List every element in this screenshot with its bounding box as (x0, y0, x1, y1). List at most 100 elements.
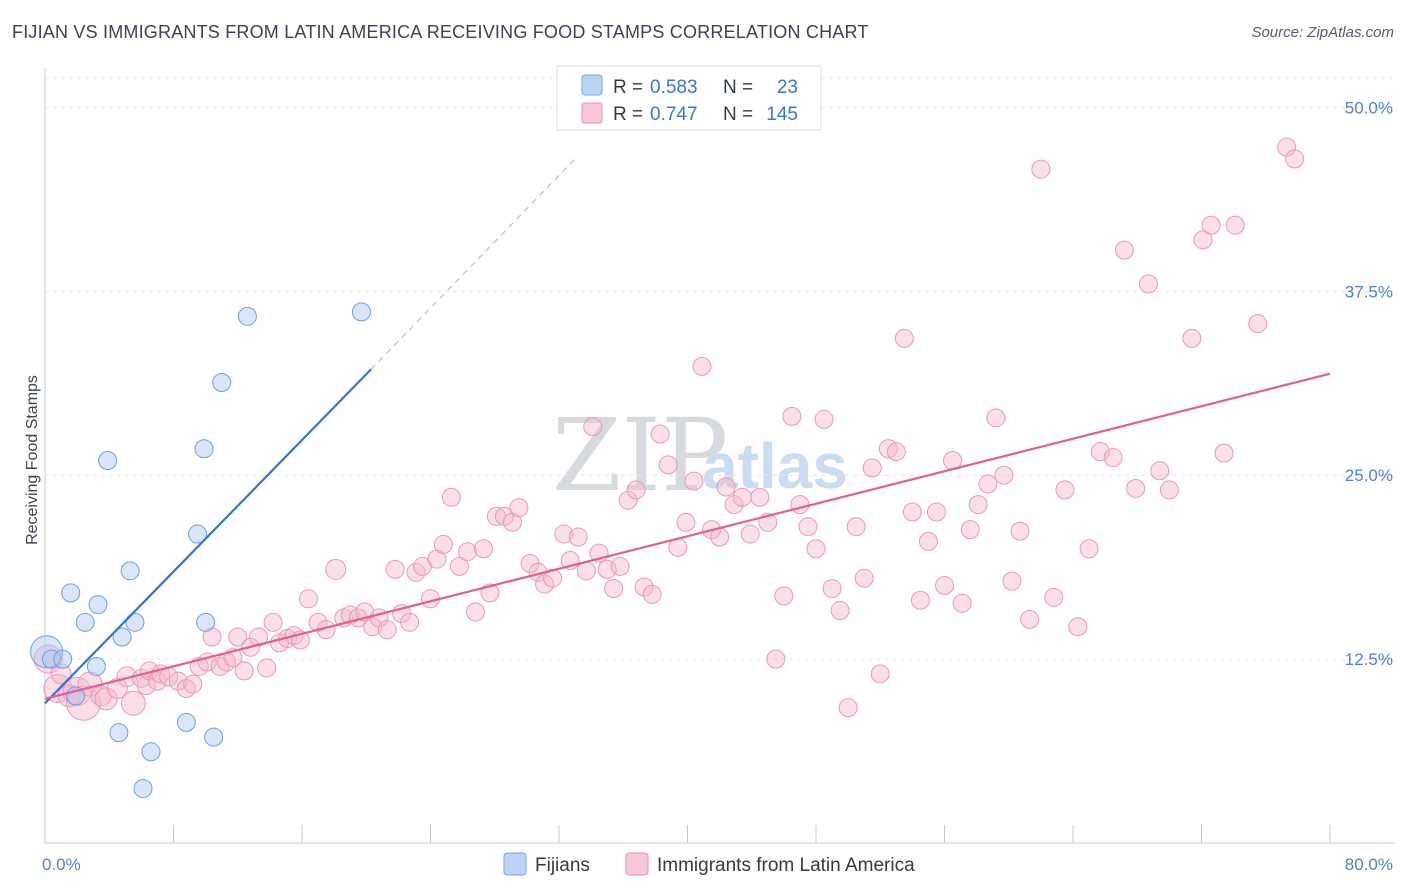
latin-point (136, 676, 156, 696)
latin-point (814, 409, 834, 429)
fijian-point (237, 306, 257, 326)
fijian-point (88, 595, 108, 615)
fijian-point (176, 712, 196, 732)
legend-n-label-latin: N = (723, 104, 753, 125)
fijian-point (53, 649, 73, 669)
bottom-legend-label-fijians: Fijians (535, 855, 590, 876)
latin-point (1068, 617, 1088, 637)
fijian-point (196, 612, 216, 632)
fijian-point (204, 727, 224, 747)
latin-point (658, 455, 678, 475)
fijian-point (194, 439, 214, 459)
latin-point (750, 487, 770, 507)
fijian-trend-line (44, 368, 372, 705)
latin-point (862, 458, 882, 478)
fijian-point (188, 524, 208, 544)
latin-point (457, 542, 477, 562)
latin-point (509, 498, 529, 518)
latin-point (1020, 609, 1040, 629)
latin-point (886, 442, 906, 462)
x-tick-label-min: 0.0% (42, 855, 81, 874)
latin-point (994, 465, 1014, 485)
latin-point (1182, 328, 1202, 348)
latin-point (597, 559, 617, 579)
watermark-zip: ZIP (552, 397, 728, 514)
y-tick-label: 25.0% (1345, 466, 1393, 485)
latin-point (902, 502, 922, 522)
latin-point (870, 664, 890, 684)
latin-point (968, 495, 988, 515)
latin-point (1248, 314, 1268, 334)
latin-point (724, 495, 744, 515)
latin-point (854, 568, 874, 588)
latin-point (978, 474, 998, 494)
latin-point (910, 590, 930, 610)
latin-point (1044, 587, 1064, 607)
y-tick-label: 12.5% (1345, 650, 1393, 669)
latin-point (433, 534, 453, 554)
latin-trend-line (44, 372, 1331, 700)
latin-point (650, 424, 670, 444)
latin-point (894, 328, 914, 348)
latin-point (626, 480, 646, 500)
latin-point (583, 417, 603, 437)
latin-point (798, 517, 818, 537)
legend-r-value-fijians: 0.583 (650, 77, 698, 98)
latin-point (740, 524, 760, 544)
latin-point (766, 649, 786, 669)
latin-point (830, 601, 850, 621)
x-tick-labels: 0.0% 80.0% (42, 855, 1393, 874)
latin-point (1103, 448, 1123, 468)
y-tick-labels: 12.5% 25.0% 37.5% 50.0% (1345, 98, 1393, 669)
latin-point (960, 520, 980, 540)
latin-point (249, 627, 269, 647)
legend-r-value-latin: 0.747 (650, 104, 698, 125)
fijian-point (141, 742, 161, 762)
latin-point (400, 612, 420, 632)
latin-point (610, 556, 630, 576)
latin-point (120, 690, 146, 716)
page-title: FIJIAN VS IMMIGRANTS FROM LATIN AMERICA … (12, 22, 869, 42)
latin-point (441, 487, 461, 507)
latin-point (774, 586, 794, 606)
latin-point (1225, 215, 1245, 235)
latin-point (952, 593, 972, 613)
latin-point (684, 471, 704, 491)
latin-point (66, 685, 102, 721)
latin-point (116, 666, 138, 688)
latin-point (618, 490, 638, 510)
fijian-point (61, 583, 81, 603)
latin-point (1193, 230, 1213, 250)
latin-point (1201, 215, 1221, 235)
latin-point (986, 408, 1006, 428)
latin-point (918, 531, 938, 551)
latin-point (1114, 240, 1134, 260)
latin-point (692, 356, 712, 376)
latin-point (385, 559, 405, 579)
fijian-point (109, 723, 129, 743)
latin-point (676, 512, 696, 532)
bottom-legend-label-latin: Immigrants from Latin America (657, 855, 915, 876)
latin-point (263, 612, 283, 632)
legend-swatch-latin (581, 102, 603, 124)
latin-point (1138, 274, 1158, 294)
fijian-point (351, 302, 371, 322)
latin-point (1002, 571, 1022, 591)
latin-point (474, 539, 494, 559)
latin-point (298, 589, 318, 609)
fijian-trend-extension (370, 158, 576, 370)
bottom-legend-swatch-latin (625, 852, 649, 876)
latin-point (1055, 480, 1075, 500)
latin-point (822, 578, 842, 598)
legend-n-value-fijians: 23 (777, 77, 798, 98)
latin-point (782, 406, 802, 426)
legend-n-label-fijians: N = (723, 77, 753, 98)
latin-point (716, 477, 736, 497)
fijian-point (125, 612, 145, 632)
legend-r-label-fijians: R = (613, 77, 643, 98)
latin-point (168, 671, 188, 691)
bottom-legend: Fijians Immigrants from Latin America (503, 852, 915, 876)
y-axis-title: Receiving Food Stamps (24, 375, 41, 545)
latin-point (926, 502, 946, 522)
latin-point (1010, 521, 1030, 541)
